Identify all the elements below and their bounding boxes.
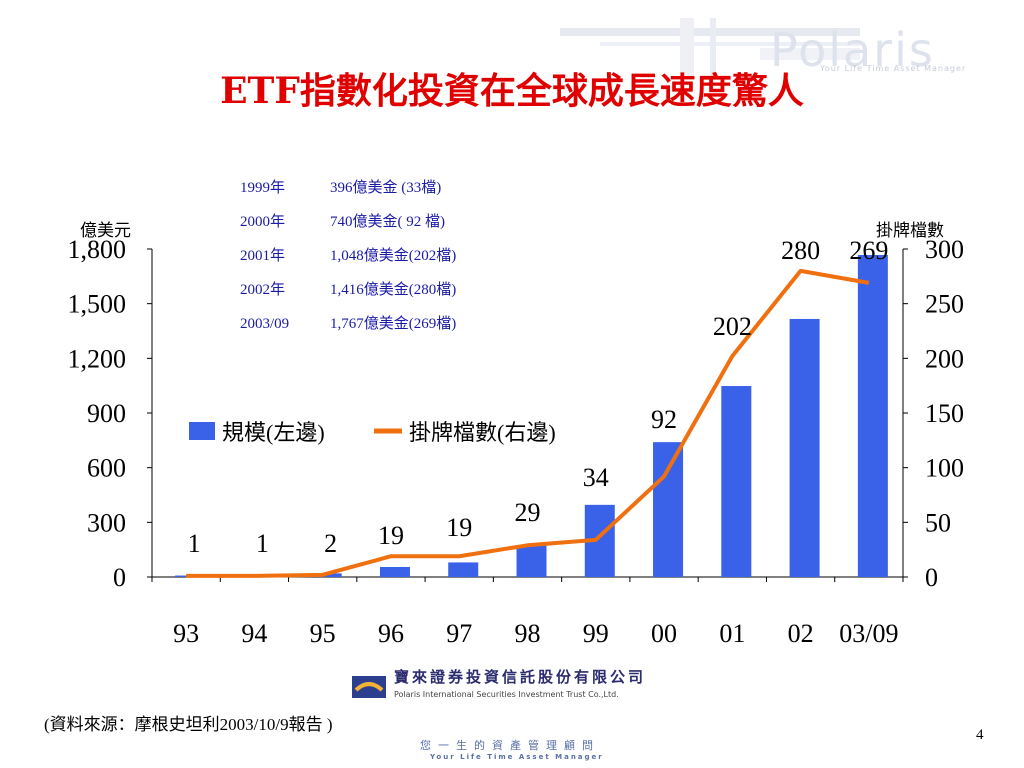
left-tick-label: 300 (87, 508, 126, 537)
count-line (186, 268, 870, 578)
legend-bar-label: 規模(左邊) (222, 420, 325, 445)
bar (516, 545, 547, 577)
data-label: 1 (256, 529, 269, 558)
note-year: 2000年 (240, 214, 286, 230)
left-tick-label: 900 (87, 399, 126, 428)
company-slogan-en: Your Life Time Asset Manager (430, 753, 604, 761)
left-tick-label: 0 (113, 563, 126, 592)
x-tick-label: 03/09 (839, 619, 898, 648)
data-label: 202 (713, 312, 752, 341)
x-tick-label: 96 (378, 619, 404, 648)
data-label: 19 (378, 521, 404, 550)
right-axis-unit: 掛牌檔數 (876, 221, 944, 241)
bar (789, 318, 820, 577)
note-row: 2002年 1,416億美金(280檔) (240, 273, 560, 307)
left-axis-unit: 億美元 (80, 221, 131, 241)
note-row: 2000年 740億美金( 92 檔) (240, 205, 560, 239)
company-name: 寶來證券投資信託股份有限公司 (394, 668, 647, 686)
page-number: 4 (976, 727, 984, 743)
data-label: 19 (446, 513, 472, 542)
left-tick-label: 600 (87, 454, 126, 483)
x-tick-label: 95 (310, 619, 336, 648)
note-row: 1999年 396億美金 (33檔) (240, 171, 560, 205)
data-source: (資料來源：摩根史坦利2003/10/9報告 ) (44, 715, 333, 734)
data-label: 29 (515, 498, 541, 527)
legend-bar-swatch (189, 422, 215, 440)
note-year: 2002年 (240, 282, 286, 298)
bar (448, 562, 479, 577)
note-row: 2001年 1,048億美金(202檔) (240, 239, 560, 273)
left-tick-label: 1,800 (68, 235, 127, 264)
note-amount: 1,416億美金(280檔) (330, 282, 457, 298)
x-tick-label: 99 (583, 619, 609, 648)
note-year: 2001年 (240, 248, 286, 264)
x-tick-label: 00 (651, 619, 677, 648)
x-tick-label: 94 (241, 619, 267, 648)
bar (857, 255, 888, 577)
note-amount: 1,048億美金(202檔) (330, 248, 457, 264)
left-tick-label: 1,500 (68, 290, 127, 319)
x-tick-label: 93 (173, 619, 199, 648)
x-tick-label: 97 (446, 619, 472, 648)
right-tick-label: 100 (925, 454, 964, 483)
right-tick-label: 150 (925, 399, 964, 428)
data-label: 280 (781, 236, 820, 265)
bar (721, 386, 752, 577)
data-label: 92 (651, 405, 677, 434)
x-tick-label: 02 (788, 619, 814, 648)
bar (653, 442, 684, 577)
x-tick-label: 01 (719, 619, 745, 648)
data-label: 2 (324, 529, 337, 558)
note-row: 2003/09 1,767億美金(269檔) (240, 307, 560, 341)
x-tick-label: 98 (515, 619, 541, 648)
logo-tagline: Your Life Time Asset Manager (820, 64, 967, 73)
note-year: 1999年 (240, 180, 286, 196)
right-tick-label: 0 (925, 563, 938, 592)
company-slogan: 您一生的資產管理顧問 (420, 739, 600, 752)
data-label: 34 (583, 463, 609, 492)
right-tick-label: 200 (925, 344, 964, 373)
right-tick-label: 300 (925, 235, 964, 264)
company-name-en: Polaris International Securities Investm… (394, 690, 619, 699)
legend-line-label: 掛牌檔數(右邊) (409, 420, 556, 445)
polaris-logo: Polaris (770, 23, 935, 77)
left-tick-label: 1,200 (68, 344, 127, 373)
note-amount: 396億美金 (33檔) (330, 180, 442, 196)
page-title: ETF指數化投資在全球成長速度驚人 (220, 70, 804, 112)
growth-notes: 1999年 396億美金 (33檔) 2000年 740億美金( 92 檔) 2… (240, 171, 560, 341)
company-logo-icon (352, 676, 386, 698)
data-label: 1 (188, 529, 201, 558)
note-amount: 740億美金( 92 檔) (330, 214, 445, 230)
note-amount: 1,767億美金(269檔) (330, 316, 457, 332)
bar (379, 566, 410, 577)
data-label: 269 (849, 236, 888, 265)
header-decoration (560, 18, 860, 78)
right-tick-label: 50 (925, 508, 951, 537)
right-tick-label: 250 (925, 290, 964, 319)
note-year: 2003/09 (240, 316, 290, 332)
